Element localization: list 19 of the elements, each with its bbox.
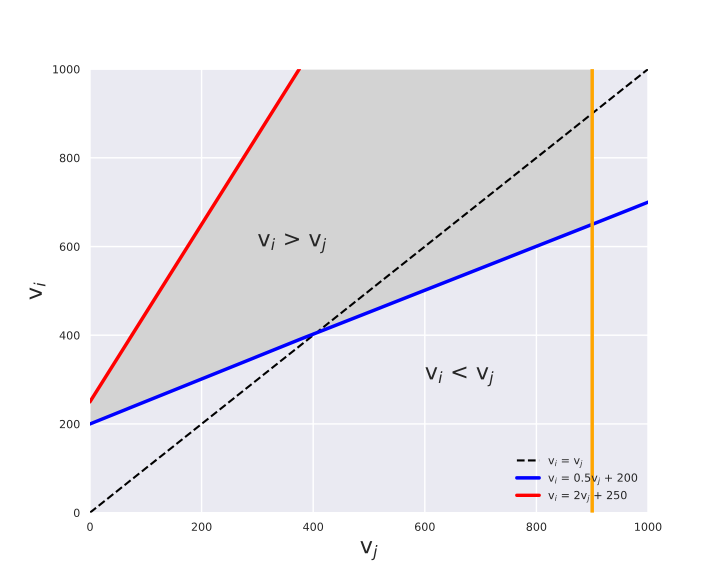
x-tick-label: 800	[526, 522, 546, 531]
y-tick-label: 1000	[53, 65, 80, 74]
line-series	[90, 200, 648, 426]
x-axis-title: v$_{j}$	[360, 541, 378, 560]
x-tick-label: 0	[87, 522, 93, 531]
y-tick-label: 600	[60, 242, 80, 251]
y-axis-title: v$_{i}$	[30, 282, 46, 300]
x-tick-label: 1000	[635, 522, 662, 531]
legend-label: v$_{i}$ = v$_{j}$	[548, 458, 582, 468]
x-tick-label: 600	[414, 522, 435, 531]
y-tick-label: 0	[74, 508, 80, 518]
y-tick-label: 200	[60, 420, 80, 428]
x-tick-label: 400	[303, 522, 324, 531]
y-tick-label: 800	[60, 154, 80, 162]
annotation: v$_{i}$ < v$_{j}$	[425, 366, 494, 386]
annotation: v$_{i}$ > v$_{j}$	[258, 233, 326, 254]
legend-label: v$_{i}$ = 2v$_{j}$ + 250	[548, 490, 627, 503]
y-tick-label: 400	[60, 331, 80, 340]
x-tick-label: 200	[192, 522, 212, 531]
